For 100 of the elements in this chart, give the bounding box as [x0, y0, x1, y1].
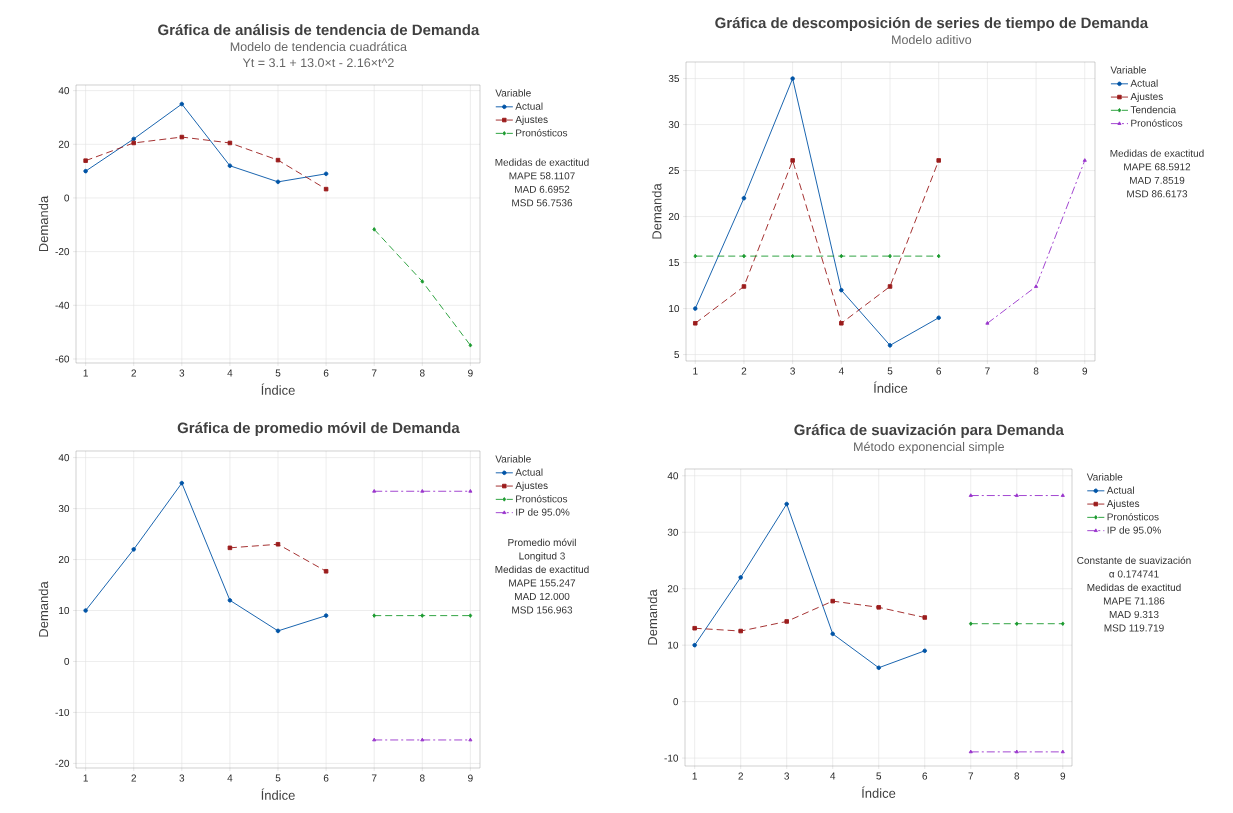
text: MAD 12.000 — [515, 592, 570, 600]
point — [830, 598, 835, 604]
x-tick-label: 1 — [693, 367, 698, 375]
x-tick-label: 9 — [468, 774, 473, 782]
x-tick-label: 1 — [83, 369, 88, 377]
legend-title: Variable — [1086, 473, 1123, 481]
point — [1034, 284, 1039, 288]
legend-label: Tendencia — [1130, 105, 1177, 114]
point — [227, 140, 233, 146]
point — [323, 569, 329, 574]
y-tick-label: -10 — [664, 754, 679, 762]
text: MAPE 58.1107 — [509, 172, 575, 180]
point — [323, 613, 329, 618]
point — [1014, 493, 1019, 497]
y-axis-title: Demanda — [647, 589, 658, 645]
point — [179, 101, 185, 107]
x-tick-label: 5 — [887, 367, 893, 375]
point — [738, 628, 743, 634]
x-tick-label: 2 — [738, 772, 743, 780]
point — [468, 489, 473, 493]
x-tick-label: 5 — [876, 772, 882, 780]
x-axis-title: Índice — [261, 383, 295, 395]
y-axis-title: Demanda — [38, 195, 49, 252]
text: MSD 119.719 — [1104, 624, 1164, 632]
point — [275, 179, 281, 185]
point — [323, 171, 329, 177]
point — [1061, 621, 1065, 626]
point — [420, 613, 425, 618]
point — [692, 642, 697, 648]
point — [887, 343, 893, 348]
point — [275, 542, 281, 547]
point — [839, 321, 844, 326]
text: MSD 86.6173 — [1127, 190, 1188, 198]
text: Medidas de exactitud — [495, 158, 589, 166]
y-tick-label: 30 — [668, 121, 680, 129]
legend-label: Actual — [515, 102, 543, 110]
point — [936, 315, 941, 321]
x-tick-label: 2 — [131, 369, 137, 377]
point — [372, 737, 377, 742]
y-tick-label: 20 — [58, 140, 70, 148]
y-tick-label: 40 — [58, 87, 70, 95]
x-axis-title: Índice — [261, 788, 295, 800]
y-tick-label: 15 — [669, 259, 680, 267]
legend-title: Variable — [1110, 66, 1146, 74]
text: Medidas de exactitud — [1110, 149, 1204, 157]
x-tick-label: 1 — [692, 772, 697, 780]
point — [741, 284, 747, 289]
text: Medidas de exactitud — [1087, 583, 1181, 591]
x-tick-label: 3 — [179, 774, 185, 782]
text: MAD 9.313 — [1109, 610, 1159, 618]
x-tick-label: 9 — [468, 369, 473, 377]
chart-title: Gráfica de análisis de tendencia de Demanda — [158, 24, 480, 36]
point — [83, 158, 88, 163]
point — [692, 625, 697, 631]
point — [876, 665, 881, 670]
point — [131, 136, 136, 142]
point — [839, 287, 844, 293]
x-tick-label: 7 — [985, 367, 990, 375]
point — [985, 321, 990, 325]
y-tick-label: 35 — [668, 75, 680, 83]
x-tick-label: 5 — [275, 774, 281, 782]
point — [738, 575, 743, 580]
point — [887, 284, 893, 289]
legend-label: Actual — [1130, 79, 1158, 87]
legend-label: Pronósticos — [516, 128, 568, 137]
x-tick-label: 2 — [131, 774, 137, 782]
chart-title: Gráfica de descomposición de series de tiempo de Demanda — [715, 17, 1149, 32]
y-tick-label: 20 — [58, 556, 70, 564]
x-tick-label: 1 — [83, 774, 88, 782]
x-tick-label: 9 — [1060, 772, 1066, 780]
y-tick-label: 30 — [667, 528, 679, 536]
chart-title: Gráfica de suavización para Demanda — [794, 424, 1064, 439]
point — [275, 628, 281, 634]
text: MAPE 71.186 — [1103, 597, 1165, 605]
y-tick-label: 10 — [669, 305, 680, 313]
y-tick-label: 40 — [58, 454, 70, 462]
text: Promedio móvil — [508, 538, 576, 546]
point — [227, 545, 233, 551]
x-tick-label: 3 — [784, 772, 790, 780]
x-tick-label: 7 — [371, 369, 377, 377]
y-axis-title: Demanda — [651, 183, 662, 239]
x-axis-title: Índice — [862, 786, 896, 798]
y-tick-label: -60 — [55, 355, 70, 363]
point — [468, 343, 473, 348]
x-tick-label: 9 — [1082, 367, 1088, 375]
point — [323, 186, 329, 192]
point — [420, 279, 425, 284]
text: Método exponencial simple — [854, 441, 1004, 454]
chart-title: Gráfica de promedio móvil de Demanda — [177, 422, 460, 437]
point — [1060, 749, 1065, 754]
y-tick-label: 25 — [668, 167, 680, 175]
point — [468, 613, 473, 618]
text: MSD 56.7536 — [512, 199, 573, 207]
point — [179, 134, 185, 140]
text: Constante de suavización — [1077, 556, 1191, 564]
x-tick-label: 4 — [227, 369, 233, 377]
y-tick-label: -10 — [55, 708, 70, 716]
point — [742, 253, 746, 259]
point — [131, 547, 136, 552]
x-tick-label: 8 — [419, 369, 425, 377]
